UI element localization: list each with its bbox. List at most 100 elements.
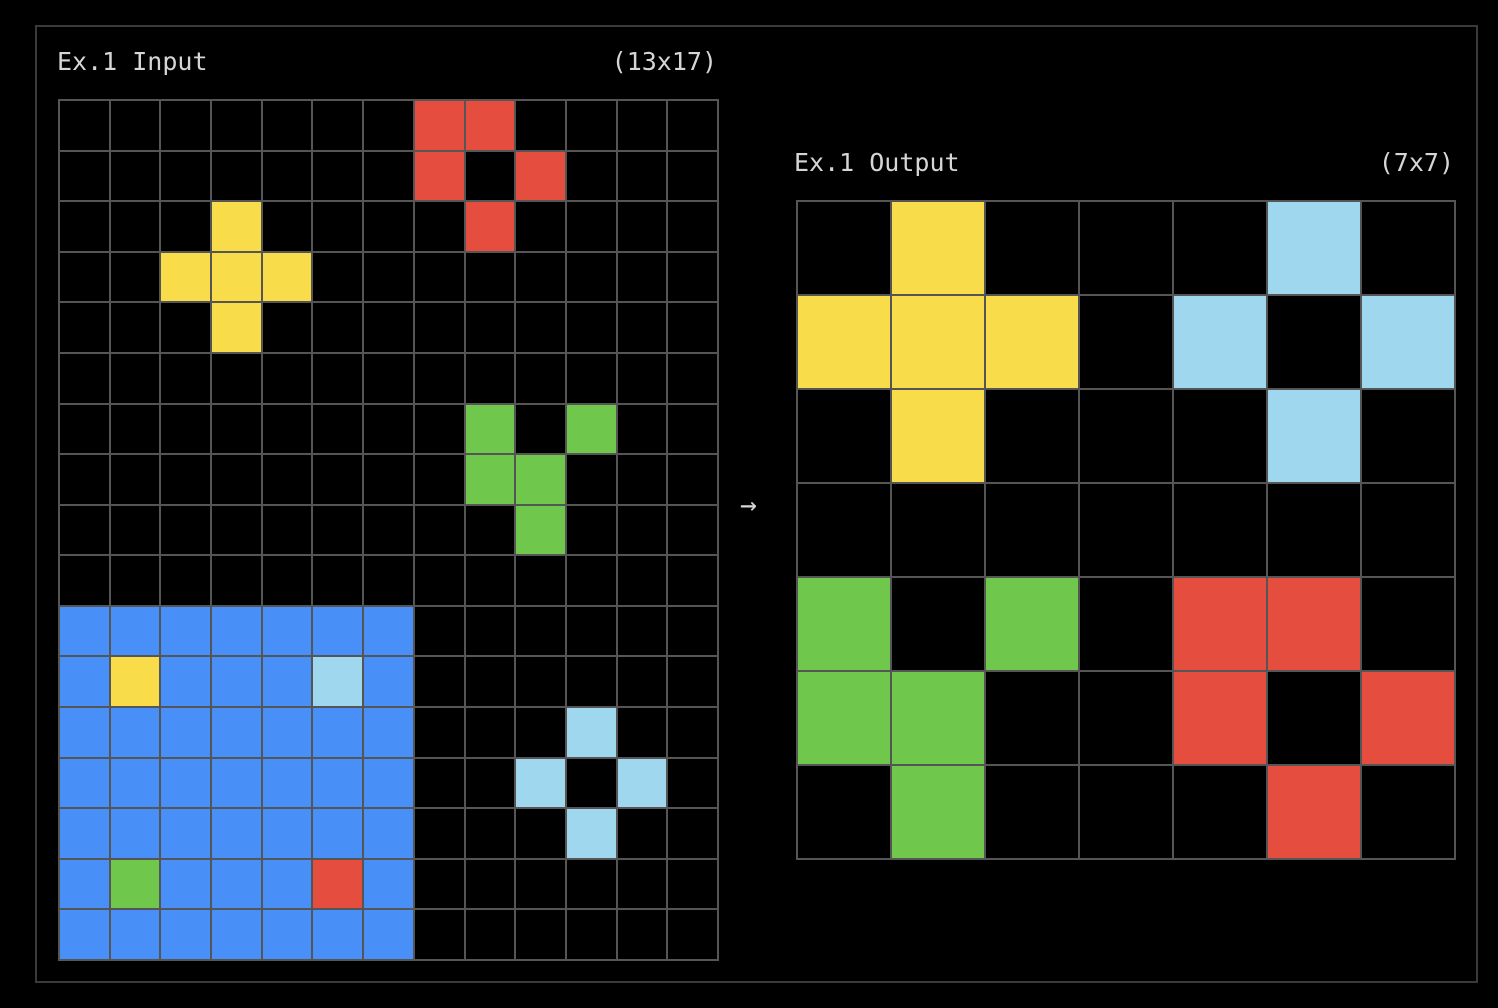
input-cell-r0-c7 bbox=[414, 101, 464, 150]
input-cell-r11-c3 bbox=[212, 657, 261, 707]
input-cell-r16-c6 bbox=[364, 910, 413, 959]
input-cell-r15-c5 bbox=[313, 859, 363, 909]
input-cell-r13-c4 bbox=[262, 758, 312, 808]
input-cell-r6-c2 bbox=[161, 404, 211, 454]
input-cell-r9-c6 bbox=[364, 556, 413, 605]
input-cell-r9-c4 bbox=[262, 556, 312, 605]
input-cell-r5-c8 bbox=[465, 353, 515, 403]
input-cell-r7-c1 bbox=[110, 455, 160, 504]
input-cell-r12-c8 bbox=[465, 708, 515, 757]
input-cell-r11-c7 bbox=[414, 657, 464, 707]
input-cell-r14-c4 bbox=[262, 809, 312, 858]
output-cell-r5-c0 bbox=[798, 672, 890, 764]
input-cell-r9-c9 bbox=[516, 556, 565, 605]
input-cell-r9-c5 bbox=[313, 556, 363, 605]
input-cell-r13-c5 bbox=[313, 758, 363, 808]
input-cell-r4-c6 bbox=[364, 303, 413, 352]
input-cell-r5-c0 bbox=[60, 353, 109, 403]
input-cell-r5-c6 bbox=[364, 353, 413, 403]
output-cell-r2-c0 bbox=[798, 390, 890, 482]
input-cell-r7-c10 bbox=[566, 455, 616, 504]
input-cell-r6-c6 bbox=[364, 404, 413, 454]
input-cell-r2-c7 bbox=[414, 202, 464, 251]
input-cell-r3-c0 bbox=[60, 252, 109, 302]
input-cell-r0-c0 bbox=[60, 101, 109, 150]
input-cell-r2-c1 bbox=[110, 202, 160, 251]
input-cell-r12-c7 bbox=[414, 708, 464, 757]
input-cell-r6-c10 bbox=[566, 404, 616, 454]
input-cell-r15-c6 bbox=[364, 859, 413, 909]
input-cell-r13-c9 bbox=[516, 758, 565, 808]
input-cell-r0-c2 bbox=[161, 101, 211, 150]
output-cell-r0-c5 bbox=[1268, 202, 1360, 294]
input-cell-r14-c12 bbox=[668, 809, 717, 858]
input-cell-r5-c9 bbox=[516, 353, 565, 403]
input-cell-r11-c9 bbox=[516, 657, 565, 707]
input-cell-r1-c2 bbox=[161, 151, 211, 201]
input-cell-r12-c0 bbox=[60, 708, 109, 757]
input-cell-r1-c8 bbox=[465, 151, 515, 201]
input-cell-r8-c7 bbox=[414, 505, 464, 555]
input-cell-r12-c12 bbox=[668, 708, 717, 757]
output-cell-r5-c6 bbox=[1362, 672, 1454, 764]
input-cell-r1-c9 bbox=[516, 151, 565, 201]
input-cell-r6-c4 bbox=[262, 404, 312, 454]
input-cell-r2-c10 bbox=[566, 202, 616, 251]
output-cell-r3-c3 bbox=[1080, 484, 1172, 576]
input-cell-r1-c11 bbox=[617, 151, 667, 201]
input-cell-r0-c12 bbox=[668, 101, 717, 150]
input-cell-r14-c6 bbox=[364, 809, 413, 858]
input-cell-r11-c11 bbox=[617, 657, 667, 707]
output-cell-r6-c6 bbox=[1362, 766, 1454, 858]
input-cell-r4-c7 bbox=[414, 303, 464, 352]
input-cell-r3-c1 bbox=[110, 252, 160, 302]
input-cell-r6-c9 bbox=[516, 404, 565, 454]
input-cell-r1-c3 bbox=[212, 151, 261, 201]
input-cell-r16-c3 bbox=[212, 910, 261, 959]
input-cell-r15-c12 bbox=[668, 859, 717, 909]
output-cell-r2-c1 bbox=[892, 390, 984, 482]
input-cell-r2-c0 bbox=[60, 202, 109, 251]
input-cell-r4-c0 bbox=[60, 303, 109, 352]
input-cell-r14-c10 bbox=[566, 809, 616, 858]
output-cell-r5-c3 bbox=[1080, 672, 1172, 764]
input-cell-r2-c3 bbox=[212, 202, 261, 251]
input-cell-r13-c0 bbox=[60, 758, 109, 808]
output-cell-r5-c1 bbox=[892, 672, 984, 764]
input-cell-r3-c11 bbox=[617, 252, 667, 302]
input-cell-r0-c6 bbox=[364, 101, 413, 150]
input-cell-r7-c9 bbox=[516, 455, 565, 504]
input-cell-r4-c12 bbox=[668, 303, 717, 352]
output-cell-r3-c4 bbox=[1174, 484, 1266, 576]
output-cell-r6-c1 bbox=[892, 766, 984, 858]
input-cell-r3-c5 bbox=[313, 252, 363, 302]
input-cell-r15-c11 bbox=[617, 859, 667, 909]
input-title: Ex.1 Input bbox=[57, 47, 208, 76]
input-cell-r5-c3 bbox=[212, 353, 261, 403]
input-cell-r8-c12 bbox=[668, 505, 717, 555]
output-cell-r4-c2 bbox=[986, 578, 1078, 670]
input-cell-r4-c11 bbox=[617, 303, 667, 352]
input-cell-r8-c9 bbox=[516, 505, 565, 555]
output-cell-r3-c5 bbox=[1268, 484, 1360, 576]
output-cell-r1-c6 bbox=[1362, 296, 1454, 388]
input-cell-r11-c10 bbox=[566, 657, 616, 707]
input-cell-r16-c12 bbox=[668, 910, 717, 959]
input-cell-r8-c11 bbox=[617, 505, 667, 555]
output-cell-r5-c4 bbox=[1174, 672, 1266, 764]
input-cell-r8-c2 bbox=[161, 505, 211, 555]
input-cell-r6-c0 bbox=[60, 404, 109, 454]
input-cell-r2-c2 bbox=[161, 202, 211, 251]
output-cell-r1-c3 bbox=[1080, 296, 1172, 388]
input-cell-r10-c11 bbox=[617, 606, 667, 656]
input-cell-r16-c0 bbox=[60, 910, 109, 959]
input-cell-r8-c5 bbox=[313, 505, 363, 555]
input-cell-r9-c11 bbox=[617, 556, 667, 605]
input-cell-r10-c2 bbox=[161, 606, 211, 656]
input-cell-r13-c1 bbox=[110, 758, 160, 808]
output-cell-r1-c2 bbox=[986, 296, 1078, 388]
input-cell-r14-c9 bbox=[516, 809, 565, 858]
input-cell-r2-c12 bbox=[668, 202, 717, 251]
input-cell-r14-c5 bbox=[313, 809, 363, 858]
input-cell-r12-c9 bbox=[516, 708, 565, 757]
